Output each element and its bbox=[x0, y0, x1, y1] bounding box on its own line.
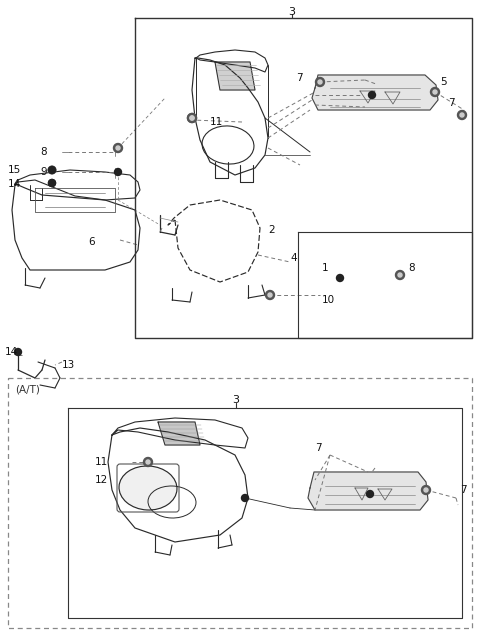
Circle shape bbox=[14, 349, 22, 356]
Text: 6: 6 bbox=[88, 237, 95, 247]
Circle shape bbox=[48, 179, 56, 186]
Text: (A/T): (A/T) bbox=[15, 385, 40, 395]
Text: 8: 8 bbox=[408, 263, 415, 273]
Circle shape bbox=[398, 273, 402, 277]
Circle shape bbox=[188, 114, 196, 123]
Text: 7: 7 bbox=[315, 443, 322, 453]
Text: 3: 3 bbox=[288, 7, 296, 17]
Text: 7: 7 bbox=[296, 73, 302, 83]
Text: 8: 8 bbox=[40, 147, 47, 157]
Text: 14: 14 bbox=[8, 179, 21, 189]
Circle shape bbox=[241, 494, 249, 502]
Text: 12: 12 bbox=[95, 475, 108, 485]
Circle shape bbox=[116, 146, 120, 150]
Circle shape bbox=[424, 488, 428, 492]
Text: 11: 11 bbox=[210, 117, 223, 127]
Text: 9: 9 bbox=[40, 167, 47, 177]
Circle shape bbox=[188, 114, 196, 123]
Circle shape bbox=[48, 167, 56, 174]
Circle shape bbox=[48, 179, 56, 186]
Circle shape bbox=[367, 491, 373, 498]
Text: 15: 15 bbox=[8, 165, 21, 175]
Text: 3: 3 bbox=[232, 395, 240, 405]
Circle shape bbox=[268, 293, 272, 297]
Text: 4: 4 bbox=[290, 253, 297, 263]
Circle shape bbox=[421, 485, 431, 494]
Polygon shape bbox=[308, 472, 428, 510]
Ellipse shape bbox=[119, 466, 177, 510]
Polygon shape bbox=[158, 422, 200, 445]
Circle shape bbox=[396, 271, 405, 280]
Circle shape bbox=[315, 78, 324, 87]
Circle shape bbox=[190, 116, 194, 120]
Circle shape bbox=[433, 90, 437, 94]
Text: 7: 7 bbox=[448, 98, 455, 108]
Circle shape bbox=[146, 460, 150, 464]
Circle shape bbox=[318, 80, 322, 84]
Circle shape bbox=[369, 91, 375, 98]
Text: 1: 1 bbox=[322, 263, 329, 273]
Circle shape bbox=[115, 168, 121, 176]
Polygon shape bbox=[312, 75, 438, 110]
Polygon shape bbox=[215, 62, 255, 90]
Text: 5: 5 bbox=[440, 77, 446, 87]
Circle shape bbox=[457, 111, 467, 120]
Text: 13: 13 bbox=[62, 360, 75, 370]
Text: 2: 2 bbox=[268, 225, 275, 235]
Text: 10: 10 bbox=[322, 295, 335, 305]
Text: 7: 7 bbox=[460, 485, 467, 495]
Circle shape bbox=[113, 143, 122, 152]
Text: 14: 14 bbox=[5, 347, 18, 357]
Circle shape bbox=[190, 116, 194, 120]
Circle shape bbox=[336, 275, 344, 282]
Circle shape bbox=[460, 113, 464, 117]
Text: 11: 11 bbox=[95, 457, 108, 467]
Circle shape bbox=[431, 87, 440, 96]
Circle shape bbox=[144, 458, 153, 467]
Circle shape bbox=[265, 291, 275, 300]
